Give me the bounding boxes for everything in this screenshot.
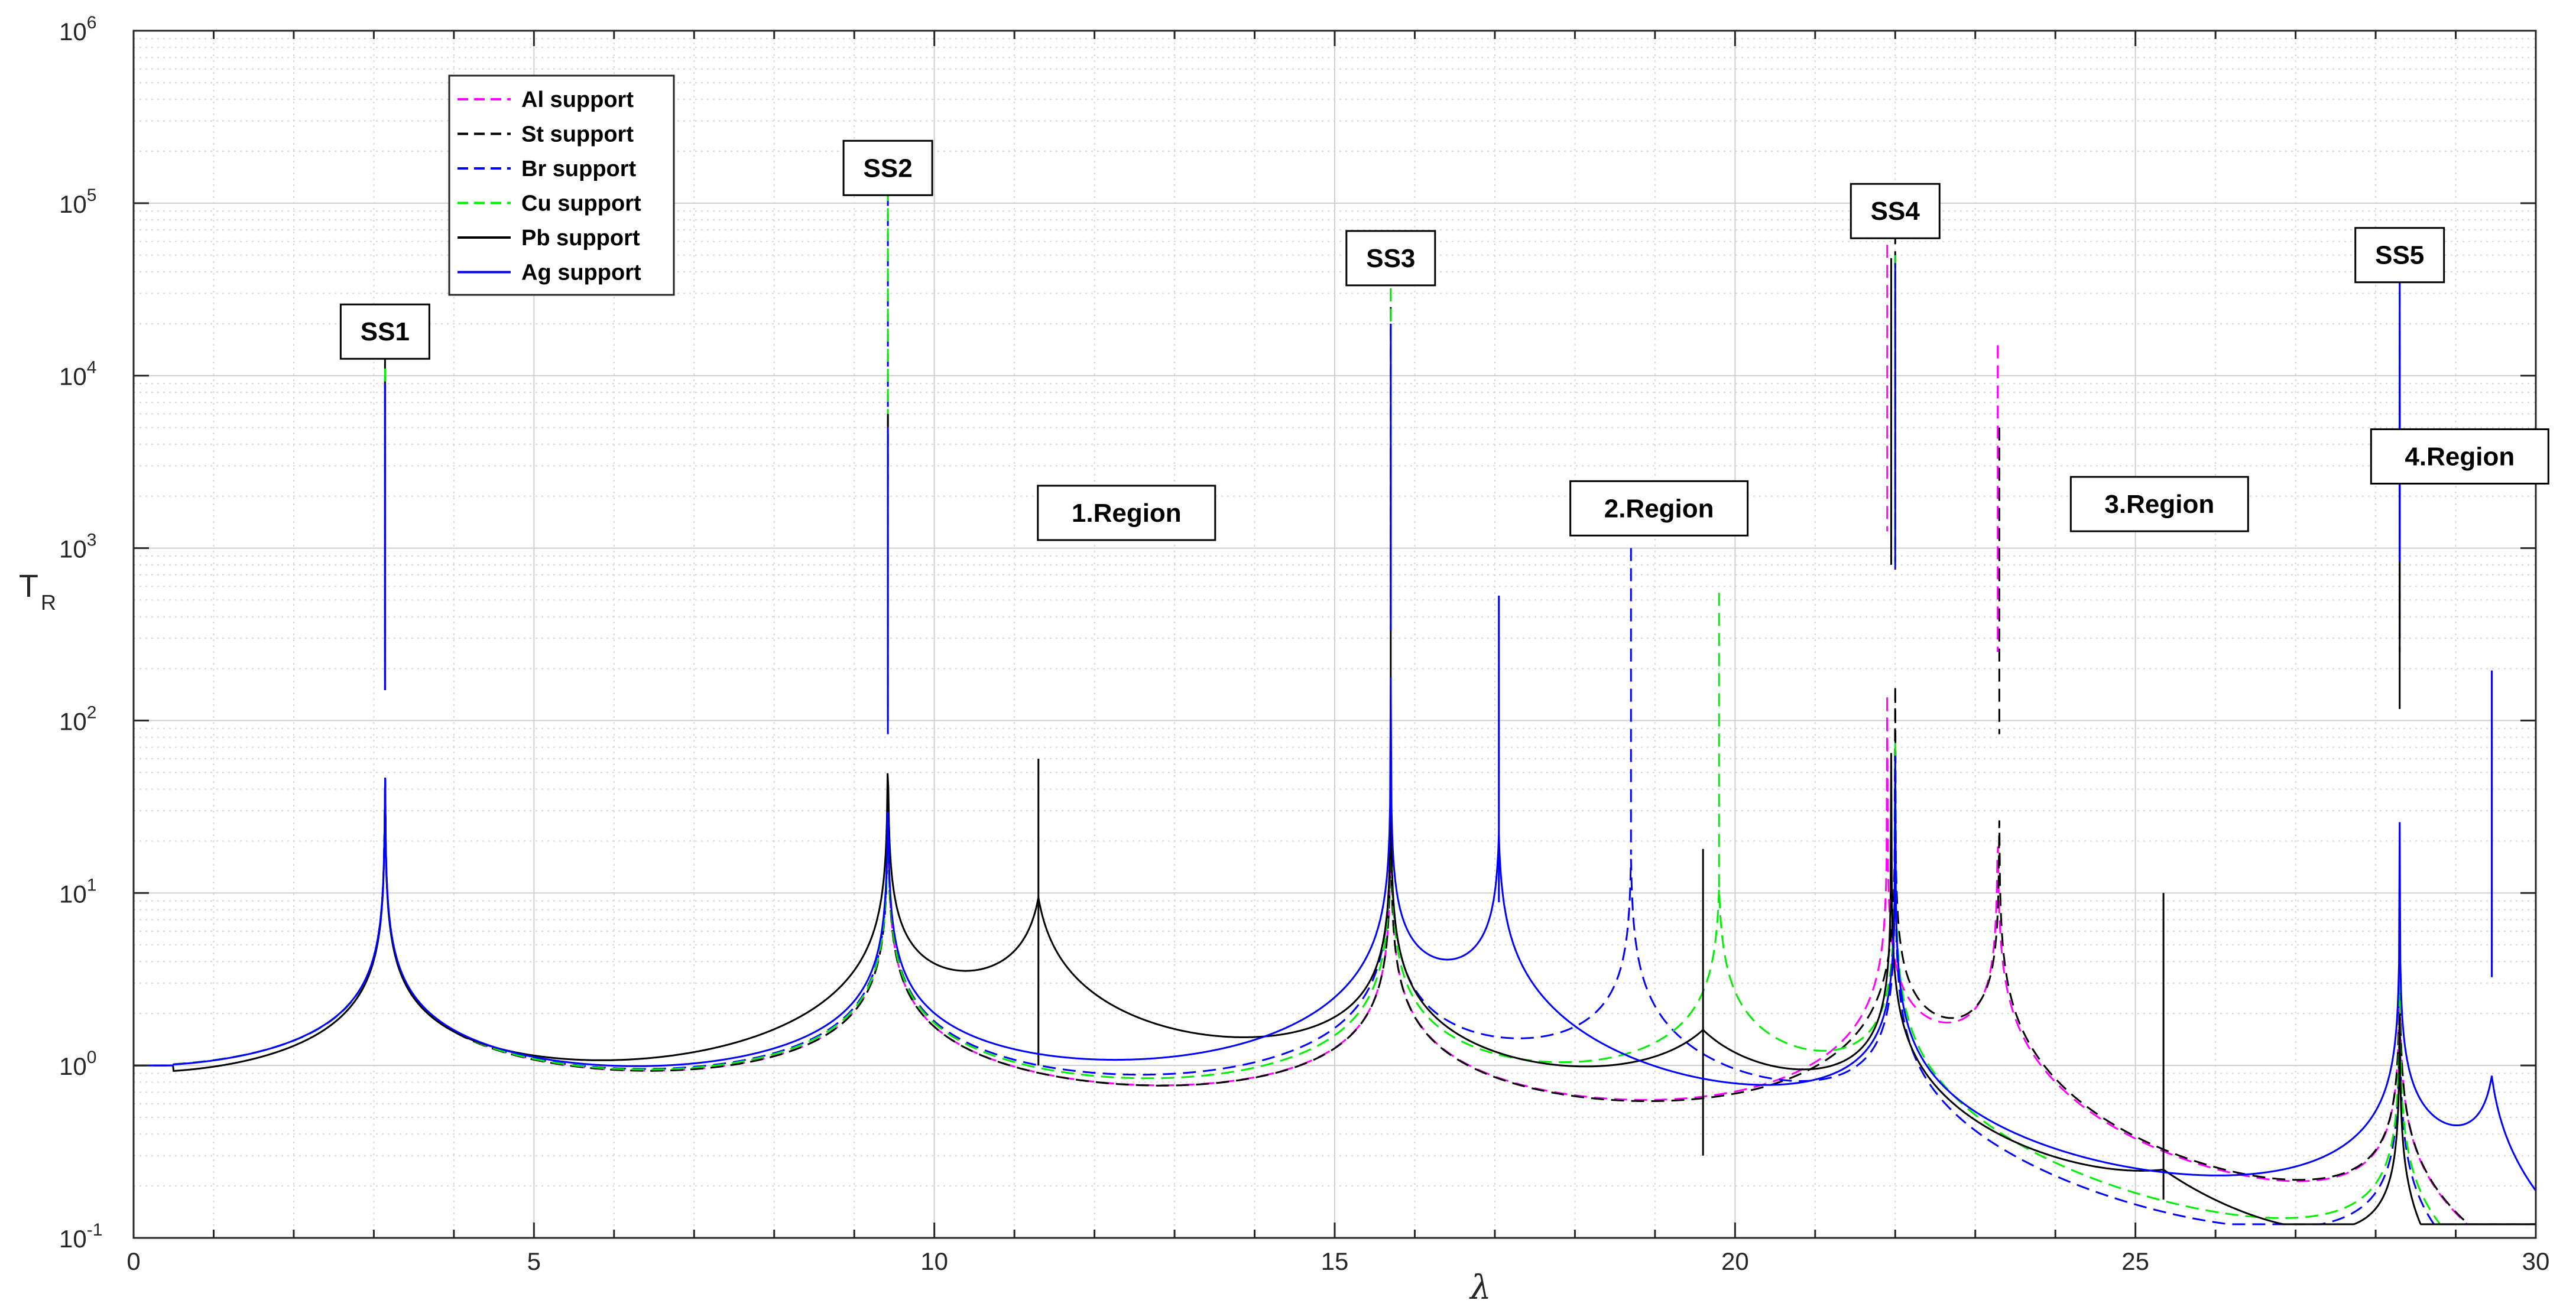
- annotation-box: [339, 303, 430, 360]
- x-tick-label: 15: [1321, 1247, 1349, 1275]
- y-tick-label-base: 10: [59, 535, 87, 563]
- legend-label: St support: [521, 122, 634, 147]
- y-tick-label-exponent: -1: [87, 1220, 103, 1240]
- x-tick-label: 20: [1721, 1247, 1749, 1275]
- annotation-label: SS5: [2375, 241, 2424, 270]
- x-tick-label: 0: [126, 1247, 140, 1275]
- annotation-box: [1569, 480, 1749, 537]
- series-line: [134, 753, 2536, 1226]
- legend-label: Ag support: [521, 261, 641, 285]
- annotation-box: [2069, 476, 2249, 532]
- x-tick-label: 25: [2121, 1247, 2149, 1275]
- y-tick-label-exponent: 2: [87, 703, 97, 722]
- y-axis-title-subscript: R: [41, 590, 56, 615]
- y-tick-label-base: 10: [59, 190, 87, 218]
- legend-box: [448, 74, 675, 296]
- y-tick-label: 103: [59, 531, 96, 563]
- annotation-label: 1.Region: [1072, 499, 1182, 528]
- annotation-label: SS4: [1871, 197, 1920, 226]
- annotation-label: SS3: [1366, 244, 1415, 273]
- y-tick-label-exponent: 3: [87, 531, 97, 550]
- y-tick-label: 102: [59, 703, 96, 735]
- series-line: [134, 707, 2536, 1226]
- y-tick-label-exponent: 5: [87, 186, 97, 205]
- annotation-box: [1345, 230, 1436, 287]
- annotation-label: 3.Region: [2104, 490, 2214, 519]
- y-tick-label: 101: [59, 875, 96, 908]
- y-axis-title-main: T: [19, 568, 38, 604]
- annotation-label: SS2: [864, 154, 913, 183]
- y-tick-label-exponent: 6: [87, 13, 97, 32]
- annotations: SS1 SS2 SS3 SS4 SS5 1.Region 2.Region 3.Region 4…: [339, 139, 2549, 541]
- annotation-box: [1037, 485, 1216, 541]
- annotation-label: SS1: [361, 317, 410, 346]
- annotation-box: [1850, 183, 1941, 239]
- y-tick-label: 105: [59, 186, 96, 218]
- annotation-label: 2.Region: [1604, 494, 1714, 523]
- annotation-box: [2354, 227, 2445, 284]
- y-tick-label: 104: [59, 358, 96, 391]
- legend-label: Cu support: [521, 191, 641, 216]
- y-tick-label-exponent: 4: [87, 358, 97, 378]
- x-tick-label: 30: [2522, 1247, 2550, 1275]
- legend: Al support St support Br support Cu support…: [448, 74, 675, 296]
- legend-label: Br support: [521, 157, 637, 181]
- y-tick-label-base: 10: [59, 363, 87, 391]
- y-tick-label-base: 10: [59, 1225, 87, 1253]
- x-tick-label: 5: [527, 1247, 541, 1275]
- annotation-box: [2370, 428, 2549, 485]
- legend-label: Al support: [521, 87, 634, 112]
- annotation-box: [842, 139, 933, 196]
- plot-lines: [134, 168, 2537, 1226]
- y-tick-label-exponent: 0: [87, 1048, 97, 1067]
- y-tick-label-base: 10: [59, 18, 87, 45]
- y-tick-label-base: 10: [59, 880, 87, 908]
- x-tick-label: 10: [920, 1247, 948, 1275]
- y-tick-label-exponent: 1: [87, 875, 97, 895]
- annotation-label: 4.Region: [2405, 442, 2515, 471]
- y-tick-label: 100: [59, 1048, 96, 1080]
- x-axis-title: λ: [1469, 1269, 1491, 1307]
- series-line: [134, 677, 2537, 1191]
- grid: [133, 30, 2536, 1239]
- y-tick-label-base: 10: [59, 707, 87, 735]
- legend-label: Pb support: [521, 226, 640, 251]
- y-tick-label-base: 10: [59, 1052, 87, 1080]
- y-tick-label: 106: [59, 13, 96, 45]
- y-tick-label: 10-1: [59, 1220, 102, 1253]
